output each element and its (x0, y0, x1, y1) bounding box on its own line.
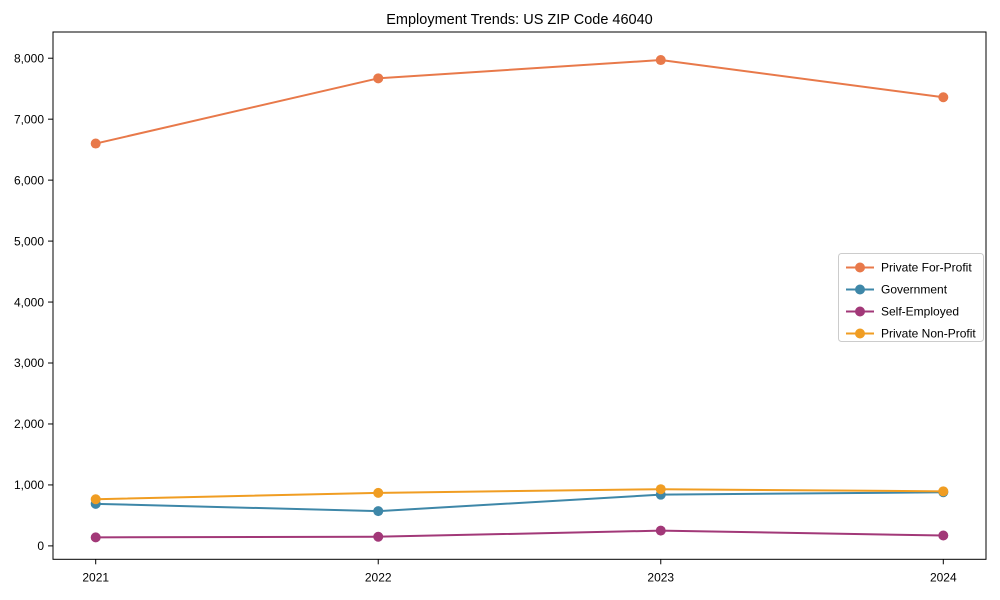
y-axis-tick-label: 2,000 (14, 417, 44, 431)
y-axis-tick-label: 5,000 (14, 234, 44, 248)
series-line-private-non-profit (94, 488, 945, 501)
data-point-self-employed-2022 (373, 531, 384, 542)
legend-swatch-marker-private-non-profit (855, 328, 865, 339)
data-point-self-employed-2023 (655, 525, 666, 536)
legend-swatch-marker-government (855, 284, 865, 295)
legend-label-private-for-profit: Private For-Profit (881, 261, 972, 275)
legend-label-self-employed: Self-Employed (881, 305, 959, 319)
y-axis-tick-label: 7,000 (14, 112, 44, 126)
data-point-private-for-profit-2022 (373, 73, 384, 84)
legend-box (838, 253, 984, 342)
y-axis-tick-label: 1,000 (14, 478, 44, 492)
data-point-government-2022 (373, 506, 384, 517)
series-line-private-for-profit (94, 59, 945, 145)
data-point-private-non-profit-2021 (90, 494, 101, 505)
legend-swatch-marker-self-employed (855, 306, 865, 317)
data-point-private-non-profit-2024 (938, 486, 949, 497)
data-point-self-employed-2021 (90, 532, 101, 543)
y-axis-tick-label: 4,000 (14, 295, 44, 309)
series-line-government (94, 491, 945, 513)
y-axis-tick-label: 3,000 (14, 356, 44, 370)
x-axis-tick-label-2024: 2024 (930, 570, 957, 584)
legend-swatch-marker-private-for-profit (855, 262, 865, 273)
data-point-private-for-profit-2023 (655, 55, 666, 66)
x-axis-tick-label-2021: 2021 (82, 570, 109, 584)
data-point-private-non-profit-2023 (655, 484, 666, 495)
y-axis-tick-label: 6,000 (14, 173, 44, 187)
legend-label-government: Government (881, 283, 948, 297)
data-point-private-for-profit-2021 (90, 138, 101, 149)
plot-area: 0 1,000 2,000 3,000 4,000 5,000 6,000 7,000 8,00… (14, 31, 987, 584)
x-axis-tick-label-2023: 2023 (647, 570, 674, 584)
y-axis-tick-label: 0 (37, 539, 44, 553)
series-line-self-employed (94, 529, 945, 539)
data-point-private-for-profit-2024 (938, 92, 949, 103)
data-point-self-employed-2024 (938, 530, 949, 541)
x-axis-tick-label-2022: 2022 (365, 570, 392, 584)
y-axis-tick-label: 8,000 (14, 51, 44, 65)
chart-title: Employment Trends: US ZIP Code 46040 (386, 12, 653, 28)
legend-label-private-non-profit: Private Non-Profit (881, 327, 976, 341)
plot-border (52, 31, 987, 560)
data-point-private-non-profit-2022 (373, 487, 384, 498)
